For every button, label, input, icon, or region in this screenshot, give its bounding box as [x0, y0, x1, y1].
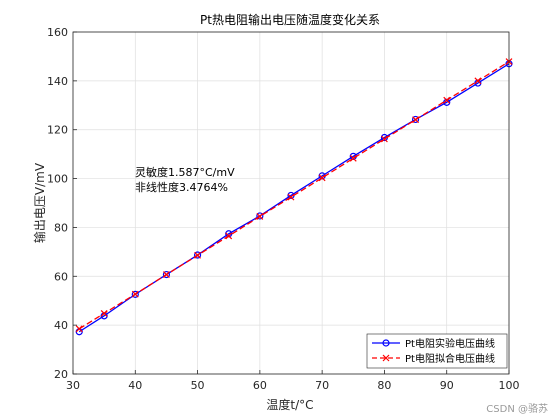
legend-marker-x — [382, 354, 390, 362]
x-tick-label: 50 — [191, 379, 205, 392]
data-point-x — [163, 271, 170, 279]
y-tick-label: 160 — [47, 26, 68, 39]
annotation-nonlinearity: 非线性度3.4764% — [135, 180, 228, 194]
axis-ticks: 30 40 50 60 70 80 90 100 20 40 60 80 100 120 140 160 — [47, 26, 520, 392]
legend-box — [366, 333, 508, 369]
x-tick-label: 100 — [499, 379, 520, 392]
data-point-x — [225, 232, 233, 240]
legend-label-fitted: Pt电阻拟合电压曲线 — [405, 352, 495, 365]
legend: Pt电阻实验电压曲线 Pt电阻拟合电压曲线 — [366, 333, 508, 369]
x-tick-label: 80 — [377, 379, 391, 392]
data-point-circle — [193, 251, 202, 259]
data-point-x — [349, 154, 357, 162]
series-line-1 — [78, 63, 510, 333]
y-tick-label: 120 — [47, 124, 68, 137]
data-point-x — [131, 290, 139, 298]
data-point-x — [75, 325, 83, 333]
y-tick-label: 80 — [54, 221, 68, 234]
chart-title: Pt热电阻输出电压随温度变化关系 — [200, 12, 380, 27]
data-point-x — [256, 213, 264, 220]
x-axis-title: 温度t/°C — [266, 397, 313, 412]
legend-label-experimental: Pt电阻实验电压曲线 — [405, 337, 495, 350]
data-point-x — [287, 193, 295, 201]
y-tick-label: 40 — [54, 319, 68, 332]
data-point-circle — [131, 290, 139, 298]
series-layer — [75, 58, 513, 336]
y-tick-label: 20 — [54, 368, 68, 381]
watermark: CSDN @骆苏 — [486, 402, 548, 415]
data-point-x — [194, 251, 201, 259]
y-tick-label: 60 — [54, 270, 68, 283]
x-tick-label: 40 — [128, 379, 142, 392]
data-point-x — [443, 96, 451, 104]
data-point-circle — [411, 115, 420, 124]
legend-marker-circle — [382, 339, 390, 347]
y-tick-label: 100 — [47, 173, 68, 186]
y-tick-label: 140 — [47, 75, 68, 88]
annotation-sensitivity: 灵敏度1.587°C/mV — [135, 165, 235, 179]
x-tick-label: 30 — [66, 379, 80, 392]
data-point-x — [318, 174, 326, 182]
x-tick-label: 60 — [253, 379, 267, 392]
data-point-circle — [162, 270, 171, 279]
x-tick-label: 70 — [315, 379, 329, 392]
plot-area-frame — [72, 31, 510, 375]
data-point-x — [474, 77, 482, 85]
data-point-x — [100, 309, 108, 317]
data-point-x — [412, 116, 419, 124]
x-tick-label: 90 — [440, 379, 454, 392]
data-point-circle — [256, 212, 264, 220]
data-point-x — [381, 135, 388, 143]
y-axis-title: 输出电压V/mV — [32, 162, 47, 243]
